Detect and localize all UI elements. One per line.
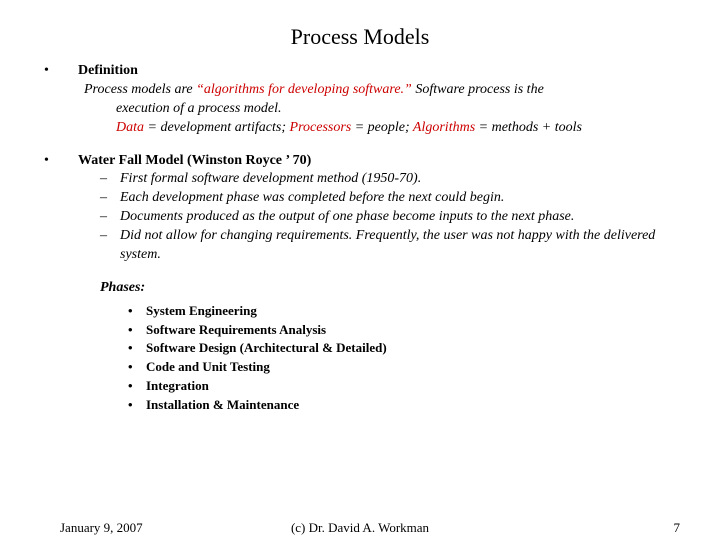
footer-copyright: (c) Dr. David A. Workman [0, 520, 720, 536]
phase-bullet-icon: • [128, 358, 146, 377]
phase-item: • Integration [78, 377, 676, 396]
phase-text: Installation & Maintenance [146, 396, 299, 415]
slide-content: • Definition Process models are “algorit… [0, 62, 720, 415]
waterfall-heading: Water Fall Model (Winston Royce ’ 70) [78, 152, 676, 171]
definition-line2a: execution of a process model. [78, 100, 676, 119]
def-proc: Processors [290, 120, 355, 135]
phase-item: • Software Design (Architectural & Detai… [78, 339, 676, 358]
dash-item: – Documents produced as the output of on… [78, 208, 676, 227]
dash-item: – Each development phase was completed b… [78, 189, 676, 208]
definition-line2b: Data = development artifacts; Processors… [78, 119, 676, 138]
bullet-dot-icon: • [44, 152, 78, 415]
bullet-definition: • Definition Process models are “algorit… [44, 62, 676, 138]
phase-text: Software Requirements Analysis [146, 321, 326, 340]
phase-item: • System Engineering [78, 302, 676, 321]
definition-line1: Process models are “algorithms for devel… [78, 81, 676, 100]
dash-icon: – [100, 227, 120, 265]
bullet-dot-icon: • [44, 62, 78, 138]
phase-bullet-icon: • [128, 339, 146, 358]
def-eq2: = people; [355, 120, 413, 135]
dash-icon: – [100, 189, 120, 208]
definition-heading: Definition [78, 62, 676, 81]
phase-bullet-icon: • [128, 377, 146, 396]
bullet-body: Water Fall Model (Winston Royce ’ 70) – … [78, 152, 676, 415]
def-alg: Algorithms [413, 120, 479, 135]
dash-item: – First formal software development meth… [78, 170, 676, 189]
phase-bullet-icon: • [128, 321, 146, 340]
phases-label: Phases: [78, 279, 676, 298]
phase-bullet-icon: • [128, 302, 146, 321]
phase-text: Code and Unit Testing [146, 358, 270, 377]
phase-text: System Engineering [146, 302, 257, 321]
phase-text: Software Design (Architectural & Detaile… [146, 339, 387, 358]
dash-icon: – [100, 170, 120, 189]
dash-item: – Did not allow for changing requirement… [78, 227, 676, 265]
phase-text: Integration [146, 377, 209, 396]
phase-item: • Installation & Maintenance [78, 396, 676, 415]
slide-title: Process Models [0, 0, 720, 62]
dash-text: Did not allow for changing requirements.… [120, 227, 676, 265]
dash-text: Documents produced as the output of one … [120, 208, 676, 227]
def-data: Data [116, 120, 148, 135]
def-post: Software process is the [412, 82, 544, 97]
phase-item: • Software Requirements Analysis [78, 321, 676, 340]
bullet-waterfall: • Water Fall Model (Winston Royce ’ 70) … [44, 152, 676, 415]
dash-icon: – [100, 208, 120, 227]
phase-bullet-icon: • [128, 396, 146, 415]
def-quote: “algorithms for developing software.” [196, 82, 412, 97]
phase-item: • Code and Unit Testing [78, 358, 676, 377]
def-eq3: = methods + tools [479, 120, 582, 135]
dash-text: First formal software development method… [120, 170, 676, 189]
slide: Process Models • Definition Process mode… [0, 0, 720, 540]
dash-text: Each development phase was completed bef… [120, 189, 676, 208]
def-pre: Process models are [84, 82, 196, 97]
footer-page-number: 7 [674, 520, 681, 536]
bullet-body: Definition Process models are “algorithm… [78, 62, 676, 138]
def-eq1: = development artifacts; [148, 120, 290, 135]
